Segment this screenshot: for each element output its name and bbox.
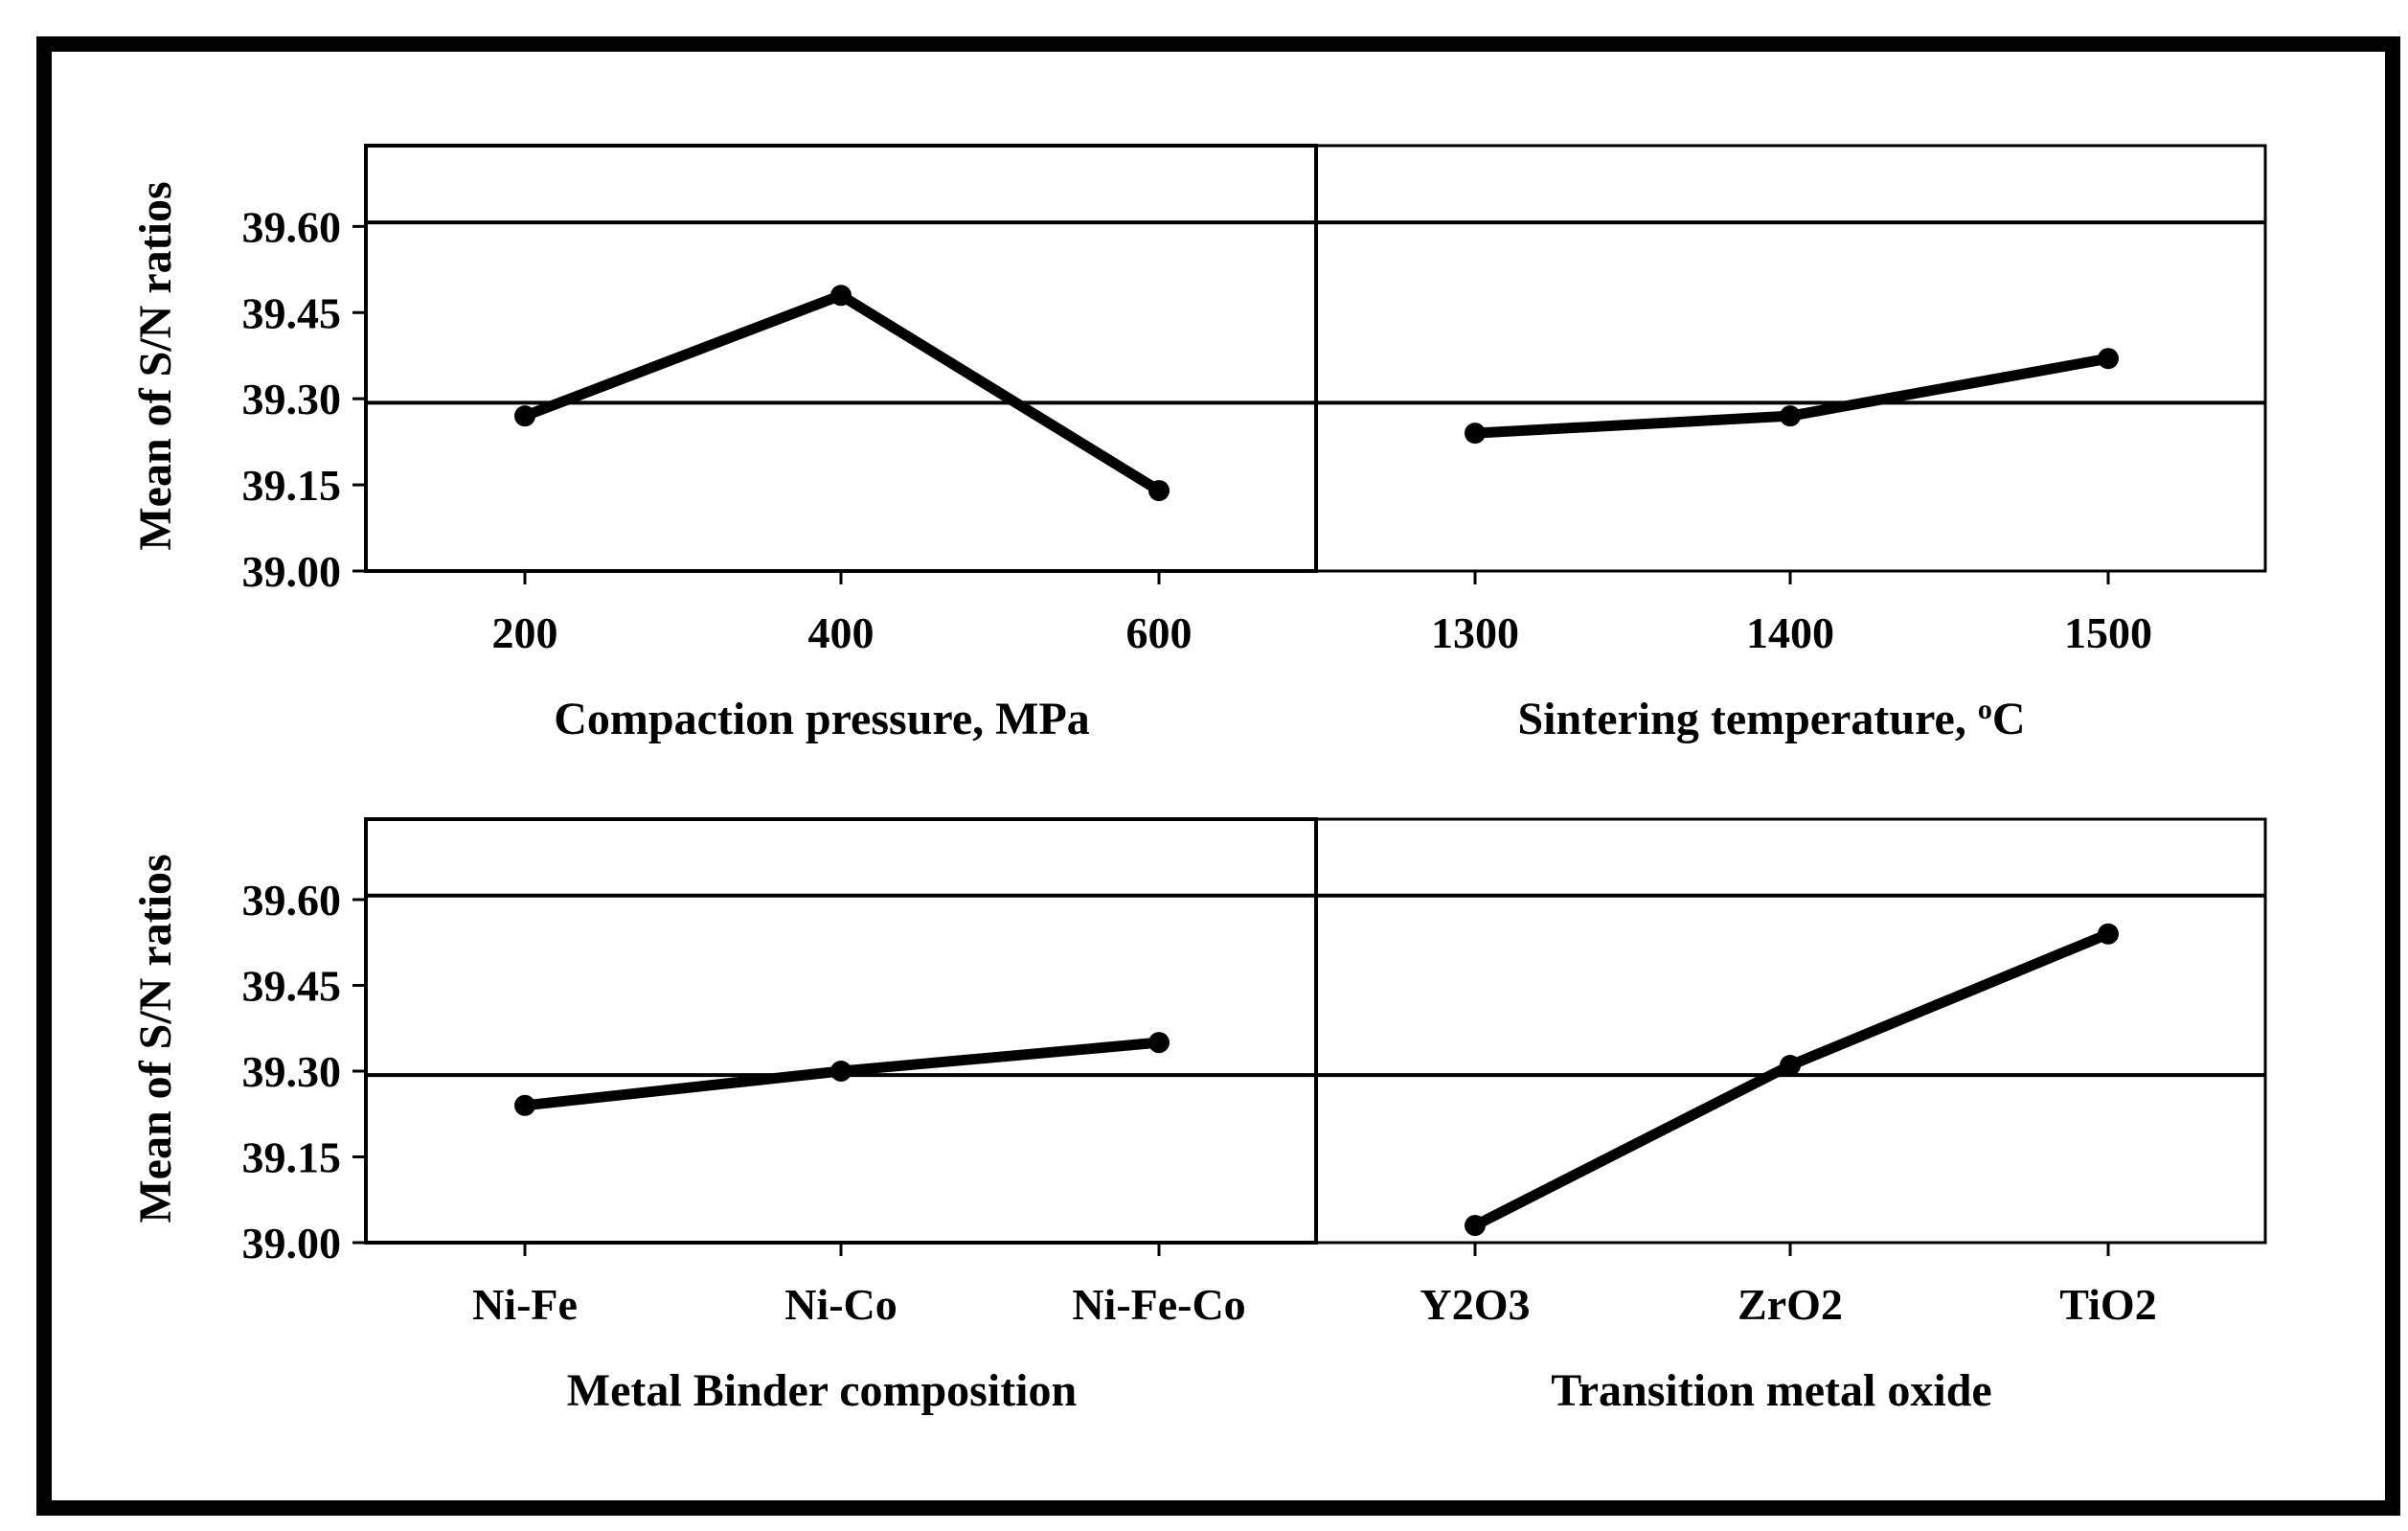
y-axis-label: Mean of S/N ratios [130,854,181,1223]
series-line [519,289,1165,496]
y-tick-label: 39.15 [242,461,342,510]
x-tick-label: Ni-Fe-Co [1072,1280,1245,1329]
data-point [1465,423,1486,445]
y-tick-label: 39.45 [242,288,342,337]
data-point [830,1060,852,1082]
data-point [514,405,535,427]
x-axis-label: Sintering temperature, oC [1517,694,2025,744]
x-axis-label: Metal Binder composition [567,1365,1077,1416]
y-tick-label: 39.45 [242,961,342,1010]
series-line [1469,928,2114,1231]
data-point [514,1094,535,1116]
y-tick-label: 39.60 [242,202,342,251]
data-point [2098,348,2119,370]
y-axis-label: Mean of S/N ratios [130,181,181,550]
panel-1: 200 400 600 Compaction pressure, MPa [364,144,1318,744]
y-tick-label: 39.00 [242,1219,342,1268]
x-tick-label: ZrO2 [1738,1280,1843,1329]
y-tick-label: 39.30 [242,375,342,423]
panel-border [364,144,1318,573]
x-tick-label: 1300 [1431,608,1519,657]
y-tick-label: 39.15 [242,1132,342,1181]
panel-border [364,817,1318,1245]
x-tick-label: 1500 [2064,608,2152,657]
x-axis-label: Transition metal oxide [1551,1365,1991,1416]
x-tick-label: Ni-Fe [472,1280,578,1329]
data-point [1780,1055,1801,1077]
data-point [830,285,852,307]
y-axis-row-2: 39.00 39.15 39.30 39.45 39.60 Mean of S/N rat… [130,854,366,1268]
x-tick-label: 200 [492,608,558,657]
y-tick-label: 39.30 [242,1047,342,1096]
panel-border [1314,817,2267,1245]
y-tick-label: 39.60 [242,876,342,925]
data-point [1780,405,1801,427]
data-point [2098,923,2119,945]
x-tick-label: Y2O3 [1420,1280,1531,1329]
x-tick-label: 400 [808,608,875,657]
x-axis-label: Compaction pressure, MPa [554,694,1090,744]
data-point [1148,480,1170,502]
panel-2: 1300 1400 1500 Sintering temperature, oC [1314,144,2267,744]
x-tick-label: 600 [1126,608,1193,657]
panel-4: Y2O3 ZrO2 TiO2 Transition metal oxide [1314,817,2267,1416]
x-tick-label: Ni-Co [784,1280,897,1329]
x-tick-label: TiO2 [2059,1280,2156,1329]
panel-border [1314,144,2267,573]
y-axis-row-1: 39.00 39.15 39.30 39.45 39.60 Mean of S/N rat… [130,181,366,596]
data-point [1465,1215,1486,1237]
panel-3: Ni-Fe Ni-Co Ni-Fe-Co Metal Binder compositi… [364,817,1318,1416]
y-tick-label: 39.00 [242,547,342,596]
data-point [1148,1032,1170,1054]
figure-frame [36,36,2400,1516]
x-tick-label: 1400 [1746,608,1834,657]
